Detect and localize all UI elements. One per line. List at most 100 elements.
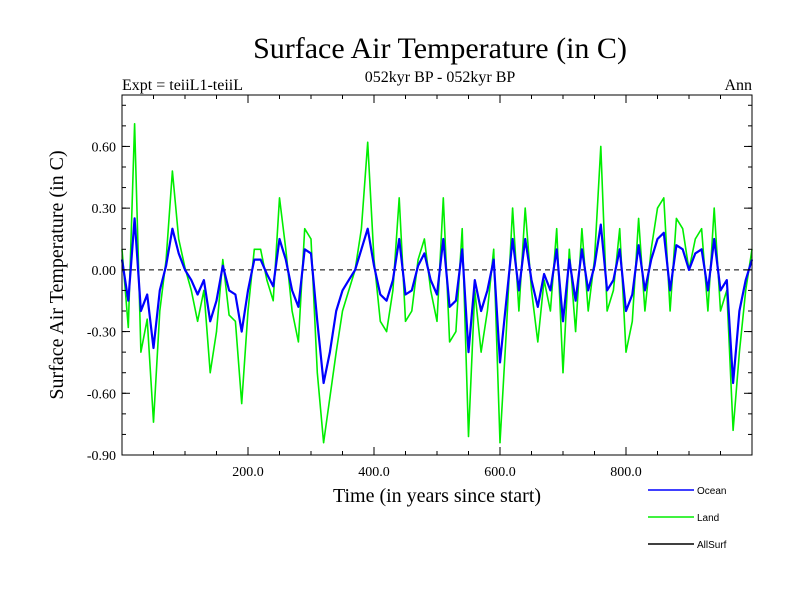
legend-label-ocean: Ocean bbox=[697, 486, 726, 497]
ocean-data-point bbox=[562, 320, 564, 322]
ocean-data-point bbox=[556, 248, 558, 250]
land-series-line bbox=[121, 123, 753, 444]
ocean-data-point bbox=[688, 269, 690, 271]
land-data-point bbox=[215, 330, 218, 333]
ocean-data-point bbox=[323, 382, 325, 384]
ocean-data-point bbox=[675, 244, 678, 246]
land-data-point bbox=[675, 217, 678, 220]
ocean-data-point bbox=[316, 320, 318, 322]
land-data-point bbox=[140, 351, 142, 353]
land-data-point bbox=[650, 248, 652, 250]
land-data-point bbox=[606, 310, 608, 312]
land-data-point bbox=[530, 289, 533, 292]
land-data-point bbox=[272, 300, 274, 302]
legend-label-land: Land bbox=[697, 513, 719, 524]
ocean-data-point bbox=[285, 258, 287, 261]
ocean-data-point bbox=[549, 289, 552, 292]
ocean-data-point bbox=[165, 265, 167, 267]
ocean-data-point bbox=[253, 258, 255, 261]
land-data-point bbox=[234, 320, 236, 322]
ocean-data-point bbox=[656, 238, 659, 240]
ocean-data-point bbox=[719, 289, 722, 292]
ocean-data-point bbox=[537, 306, 539, 308]
ocean-data-point bbox=[593, 265, 596, 267]
land-data-point bbox=[386, 330, 388, 333]
y-axis-label: Surface Air Temperature (in C) bbox=[46, 150, 68, 399]
ocean-data-point bbox=[518, 289, 520, 292]
land-data-point bbox=[467, 435, 470, 438]
y-tick-label: -0.30 bbox=[87, 326, 116, 341]
land-data-point bbox=[480, 351, 482, 353]
land-data-point bbox=[178, 238, 180, 240]
land-data-point bbox=[549, 310, 552, 312]
land-data-point bbox=[738, 351, 741, 353]
plot-frame bbox=[121, 94, 753, 456]
ocean-data-point bbox=[392, 279, 394, 281]
land-data-point bbox=[505, 330, 507, 333]
ocean-data-point bbox=[215, 300, 218, 302]
land-data-point bbox=[449, 341, 451, 343]
land-data-point bbox=[612, 289, 615, 292]
ocean-data-point bbox=[436, 293, 438, 296]
land-data-point bbox=[297, 341, 299, 343]
chart-title: Surface Air Temperature (in C) bbox=[253, 32, 627, 65]
ocean-data-point bbox=[304, 248, 306, 250]
ocean-data-point bbox=[575, 300, 577, 302]
ocean-data-point bbox=[707, 289, 709, 292]
ocean-data-point bbox=[738, 310, 741, 312]
ocean-data-point bbox=[511, 238, 514, 240]
ocean-data-point bbox=[417, 265, 419, 267]
land-data-point bbox=[411, 310, 413, 312]
land-data-point bbox=[348, 289, 350, 292]
land-data-point bbox=[656, 207, 659, 209]
land-data-point bbox=[260, 248, 262, 250]
land-data-point bbox=[669, 310, 671, 312]
ocean-data-point bbox=[278, 238, 281, 240]
y-tick-label: 0.00 bbox=[92, 264, 117, 279]
ocean-data-point bbox=[134, 217, 136, 220]
ocean-data-point bbox=[638, 244, 640, 246]
ocean-data-point bbox=[606, 289, 608, 292]
land-data-point bbox=[197, 320, 199, 322]
ocean-data-point bbox=[461, 248, 463, 250]
land-data-point bbox=[190, 289, 192, 292]
ocean-data-point bbox=[486, 289, 488, 292]
period-label: 052kyr BP - 052kyr BP bbox=[365, 69, 516, 86]
y-tick-label: -0.60 bbox=[87, 387, 116, 402]
ocean-data-point bbox=[348, 279, 350, 281]
ocean-data-point bbox=[127, 300, 129, 302]
land-data-point bbox=[638, 217, 640, 220]
ocean-data-point bbox=[367, 228, 369, 230]
ocean-data-point bbox=[209, 320, 211, 322]
land-data-point bbox=[379, 320, 381, 322]
land-data-point bbox=[600, 145, 602, 148]
ocean-data-point bbox=[203, 279, 205, 281]
land-data-point bbox=[575, 330, 577, 333]
ocean-data-point bbox=[404, 293, 407, 296]
ocean-data-point bbox=[442, 238, 444, 240]
ocean-data-point bbox=[430, 279, 432, 281]
ocean-data-point bbox=[373, 265, 375, 267]
ocean-data-point bbox=[669, 289, 671, 292]
land-data-point bbox=[360, 228, 362, 230]
ocean-data-point bbox=[612, 279, 615, 281]
x-axis-label: Time (in years since start) bbox=[333, 485, 541, 507]
ocean-data-point bbox=[354, 269, 356, 271]
land-data-point bbox=[253, 248, 255, 250]
land-data-point bbox=[417, 258, 419, 261]
ocean-data-point bbox=[619, 248, 621, 250]
land-data-point bbox=[392, 289, 394, 292]
land-data-point bbox=[285, 248, 287, 250]
ocean-data-point bbox=[726, 279, 728, 281]
legend-label-allsurf: AllSurf bbox=[697, 540, 727, 551]
ocean-data-point bbox=[530, 279, 533, 281]
land-data-point bbox=[587, 310, 589, 312]
land-data-point bbox=[625, 351, 627, 353]
land-data-point bbox=[619, 228, 621, 230]
land-data-point bbox=[209, 372, 211, 374]
land-data-point bbox=[335, 351, 337, 353]
ocean-data-point bbox=[467, 351, 470, 353]
land-data-point bbox=[127, 326, 129, 329]
ocean-data-point bbox=[455, 300, 457, 302]
